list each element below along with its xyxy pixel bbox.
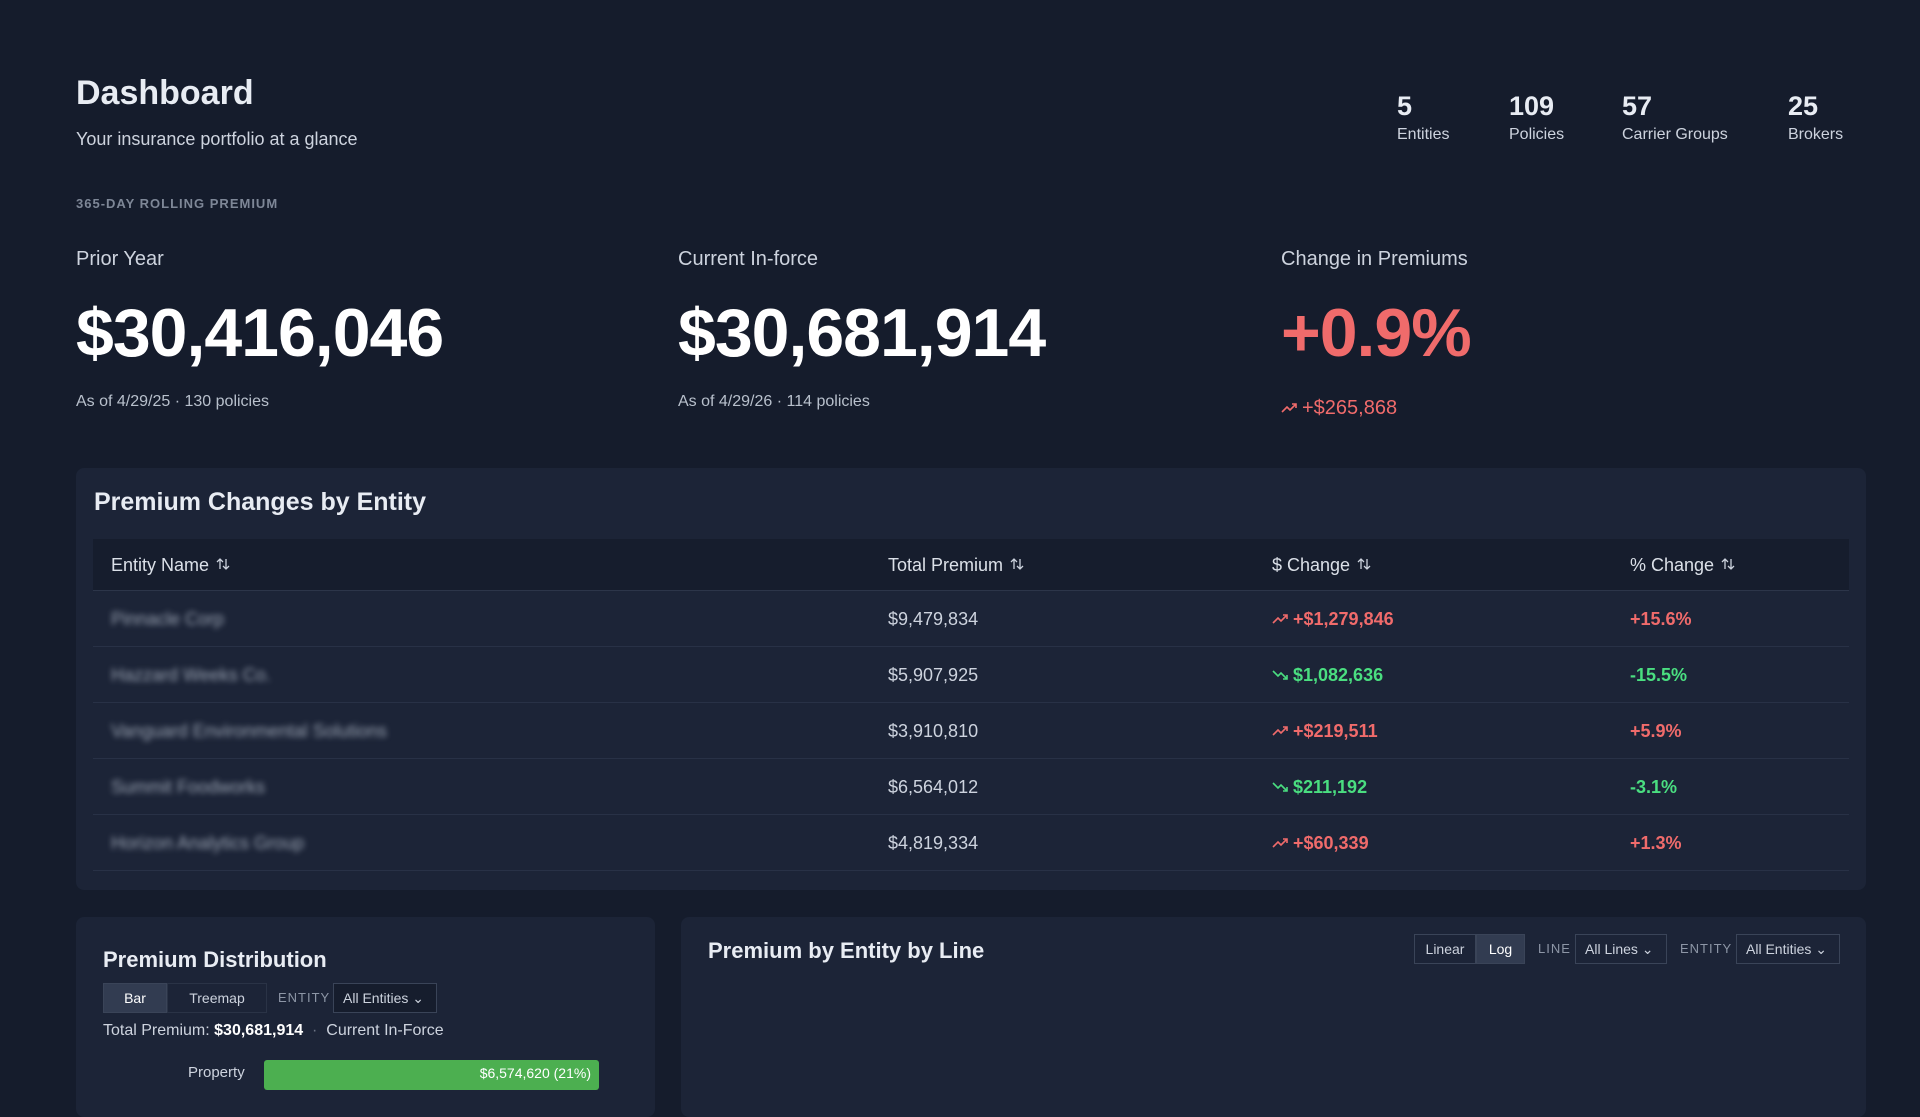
page-title: Dashboard — [76, 74, 254, 112]
total-premium: $9,479,834 — [888, 609, 979, 629]
trend-icon — [1272, 782, 1288, 792]
table-row: Pinnacle Corp $9,479,834 +$1,279,846 +15.6% — [93, 591, 1849, 647]
stat-label: Entities — [1397, 126, 1450, 143]
column-title: Total Premium — [888, 555, 1004, 575]
change-text: +$1,279,846 — [1293, 609, 1394, 629]
stat-label: Carrier Groups — [1622, 126, 1728, 143]
dashboard: Dashboard Your insurance portfolio at a … — [76, 74, 1866, 1117]
entity-name: Horizon Analytics Group — [111, 833, 305, 853]
log-button[interactable]: Log — [1476, 934, 1525, 964]
entity-filter[interactable]: All Entities ⌄ — [1736, 934, 1840, 964]
card-title: Premium Distribution — [103, 947, 327, 972]
total-value: $30,681,914 — [214, 1022, 304, 1039]
metric-label: Prior Year — [76, 248, 164, 270]
metric-label: Change in Premiums — [1281, 248, 1468, 270]
entity-name: Pinnacle Corp — [111, 609, 225, 629]
bar-view-button[interactable]: Bar — [103, 983, 167, 1013]
filter-value: All Entities — [343, 990, 409, 1006]
column-header: $ Change — [1272, 539, 1371, 591]
dollar-change: +$1,279,846 — [1272, 591, 1394, 647]
line-label: LINE — [1538, 941, 1571, 956]
trend-icon — [1272, 614, 1288, 624]
table-row: Horizon Analytics Group $4,819,334 +$60,33… — [93, 815, 1849, 871]
change-text: $1,082,636 — [1293, 665, 1384, 685]
total-line: Total Premium: $30,681,914 · Current In-… — [103, 1022, 444, 1039]
distribution-card: Premium Distribution Bar Treemap ENTITY … — [76, 917, 655, 1117]
entity-name: Summit Foodworks — [111, 777, 266, 797]
total-premium: $5,907,925 — [888, 665, 979, 685]
pct-change: +1.3% — [1630, 833, 1682, 853]
stat-label: Policies — [1509, 126, 1565, 143]
card-title: Premium by Entity by Line — [708, 938, 985, 963]
note-text: +$265,868 — [1302, 397, 1398, 419]
metric-value: +0.9% — [1281, 295, 1472, 371]
dollar-change: $211,192 — [1272, 759, 1367, 815]
bar-value: $6,574,620 (21%) — [479, 1065, 591, 1081]
dollar-change: +$219,511 — [1272, 703, 1378, 759]
metric-note: +$265,868 — [1281, 397, 1397, 420]
pct-change: -15.5% — [1630, 665, 1688, 685]
page-subtitle: Your insurance portfolio at a glance — [76, 129, 358, 149]
metric-value: $30,416,046 — [76, 295, 444, 371]
pct-change: +5.9% — [1630, 721, 1682, 741]
column-header: Entity Name — [111, 539, 230, 591]
table-row: Hazzard Weeks Co. $5,907,925 $1,082,636 -15… — [93, 647, 1849, 703]
line-value: All Lines — [1585, 941, 1638, 957]
sort-icon — [1357, 558, 1371, 570]
sort-icon — [1010, 558, 1024, 570]
trend-icon — [1272, 670, 1288, 680]
by-line-card: Premium by Entity by Line Linear Log LIN… — [681, 917, 1866, 1117]
bar-label: Property — [188, 1064, 245, 1081]
change-text: $211,192 — [1293, 777, 1368, 797]
metric-value: $30,681,914 — [678, 295, 1046, 371]
change-text: +$60,339 — [1293, 833, 1369, 853]
pct-change: -3.1% — [1630, 777, 1678, 797]
column-title: Entity Name — [111, 555, 210, 575]
trend-icon — [1281, 403, 1297, 413]
total-label: Total Premium: — [103, 1022, 210, 1039]
linear-button[interactable]: Linear — [1414, 934, 1476, 964]
dollar-change: +$60,339 — [1272, 815, 1369, 871]
scope: Current In-Force — [326, 1022, 444, 1039]
column-title: % Change — [1630, 555, 1715, 575]
entity-card: Premium Changes by Entity Entity Name Tot… — [76, 468, 1866, 890]
sort-icon — [216, 558, 230, 570]
card-title: Premium Changes by Entity — [94, 488, 427, 516]
entity-label: ENTITY — [1680, 941, 1733, 956]
table-row: Vanguard Environmental Solutions $3,910,8… — [93, 703, 1849, 759]
metric-label: Current In-force — [678, 248, 819, 270]
total-premium: $6,564,012 — [888, 777, 979, 797]
stat-value: 109 — [1509, 91, 1555, 121]
entity-name: Hazzard Weeks Co. — [111, 665, 271, 685]
entity-filter[interactable]: All Entities ⌄ — [333, 983, 437, 1013]
entity-value: All Entities — [1746, 941, 1812, 957]
dollar-change: $1,082,636 — [1272, 647, 1383, 703]
column-title: $ Change — [1272, 555, 1351, 575]
stat-label: Brokers — [1788, 126, 1844, 143]
entity-name: Vanguard Environmental Solutions — [111, 721, 387, 741]
stat-value: 5 — [1397, 91, 1413, 121]
section-label: 365-DAY ROLLING PREMIUM — [76, 196, 279, 211]
column-header: % Change — [1630, 539, 1735, 591]
trend-icon — [1272, 838, 1288, 848]
change-text: +$219,511 — [1293, 721, 1378, 741]
filter-label: ENTITY — [278, 990, 331, 1005]
column-header: Total Premium — [888, 539, 1024, 591]
treemap-view-button[interactable]: Treemap — [167, 983, 267, 1013]
stat-value: 25 — [1788, 91, 1819, 121]
table-row: Summit Foodworks $6,564,012 $211,192 -3.1% — [93, 759, 1849, 815]
total-premium: $4,819,334 — [888, 833, 979, 853]
metric-note: As of 4/29/25 · 130 policies — [76, 393, 270, 410]
line-filter[interactable]: All Lines ⌄ — [1575, 934, 1667, 964]
table: Entity Name Total Premium $ Change % Change… — [93, 539, 1849, 879]
total-premium: $3,910,810 — [888, 721, 979, 741]
stat-value: 57 — [1622, 91, 1653, 121]
sort-icon — [1721, 558, 1735, 570]
property-bar: $6,574,620 (21%) — [264, 1060, 599, 1090]
metric-note: As of 4/29/26 · 114 policies — [678, 393, 870, 410]
table-header: Entity Name Total Premium $ Change % Change — [93, 539, 1849, 591]
trend-icon — [1272, 726, 1288, 736]
pct-change: +15.6% — [1630, 609, 1692, 629]
